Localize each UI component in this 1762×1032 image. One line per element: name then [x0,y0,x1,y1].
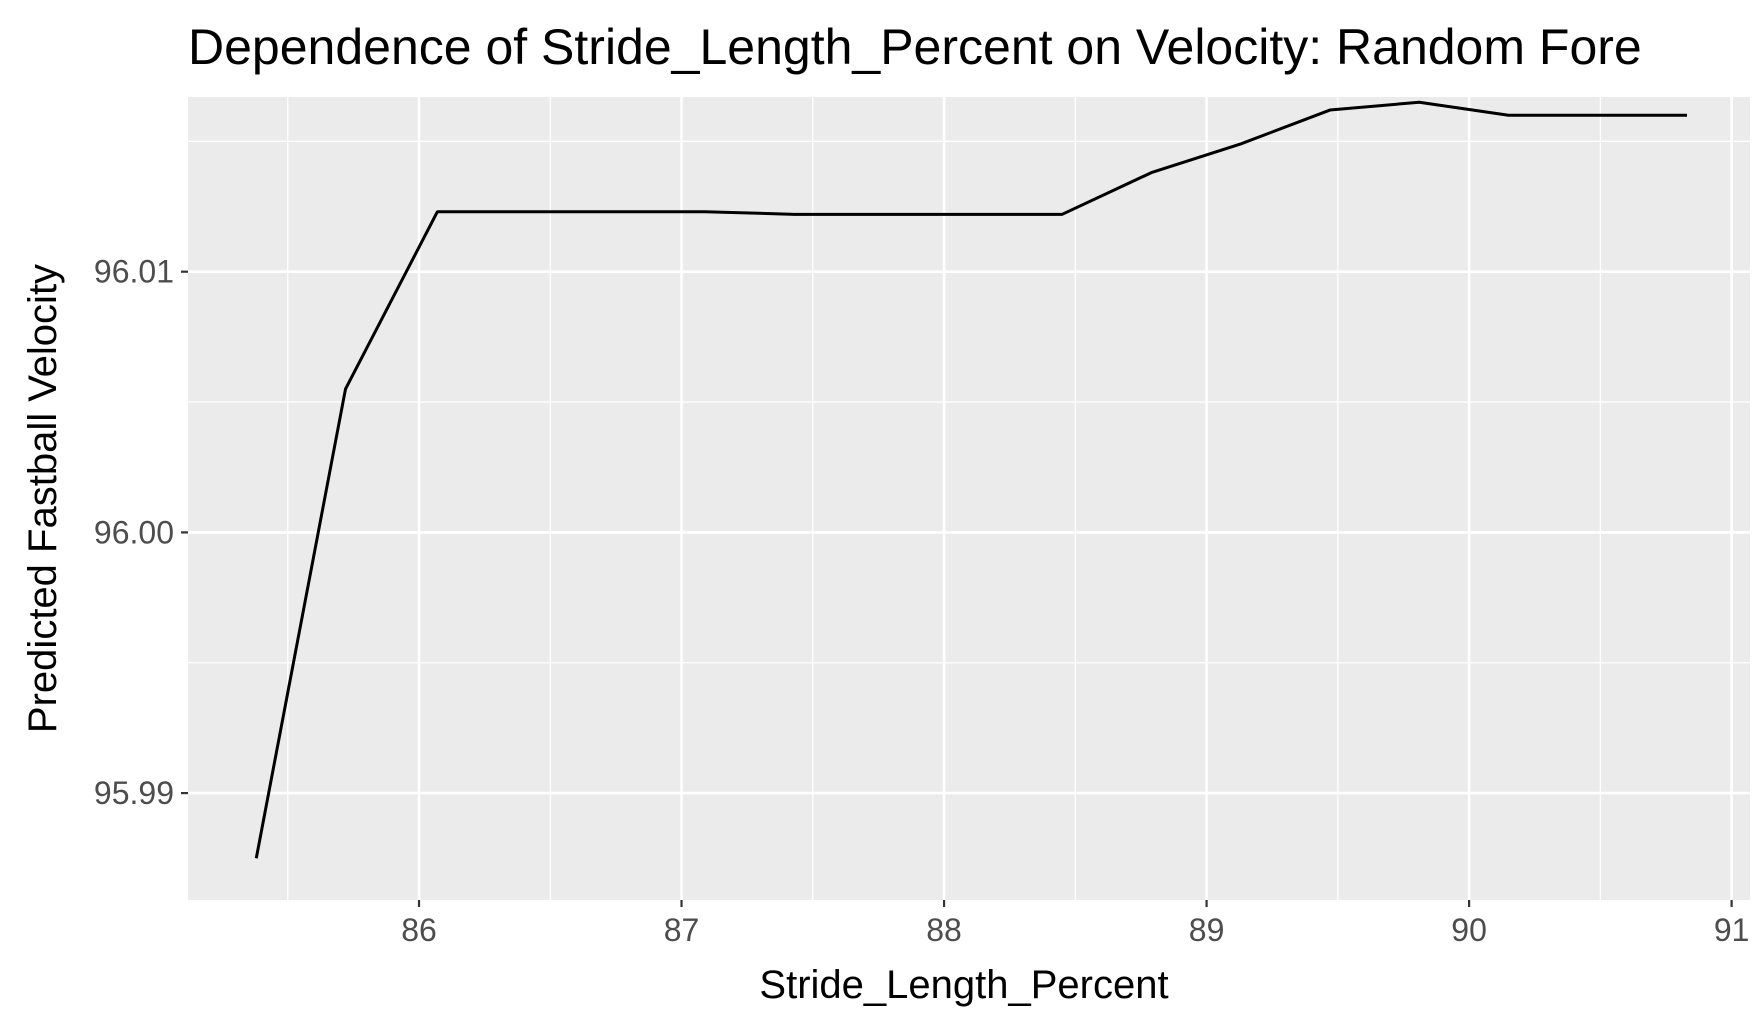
x-axis-title: Stride_Length_Percent [759,963,1168,1007]
chart-title: Dependence of Stride_Length_Percent on V… [188,19,1642,75]
major-gridlines [188,97,1750,900]
y-tick-label: 96.01 [94,254,174,290]
series-line [254,100,1687,859]
x-tick-label: 87 [664,912,700,948]
plot-panel [188,97,1750,900]
x-tick-label: 88 [926,912,962,948]
y-axis-title: Predicted Fastball Velocity [21,264,65,733]
x-tick-label: 91 [1714,912,1750,948]
x-axis: 86 87 88 89 90 91 [401,900,1749,948]
series-layer [254,100,1687,859]
y-tick-label: 95.99 [94,775,174,811]
x-tick-label: 86 [401,912,437,948]
minor-gridlines [188,97,1750,900]
y-tick-label: 96.00 [94,514,174,550]
x-tick-label: 89 [1189,912,1225,948]
x-tick-label: 90 [1451,912,1487,948]
y-axis: 95.99 96.00 96.01 [94,254,188,811]
